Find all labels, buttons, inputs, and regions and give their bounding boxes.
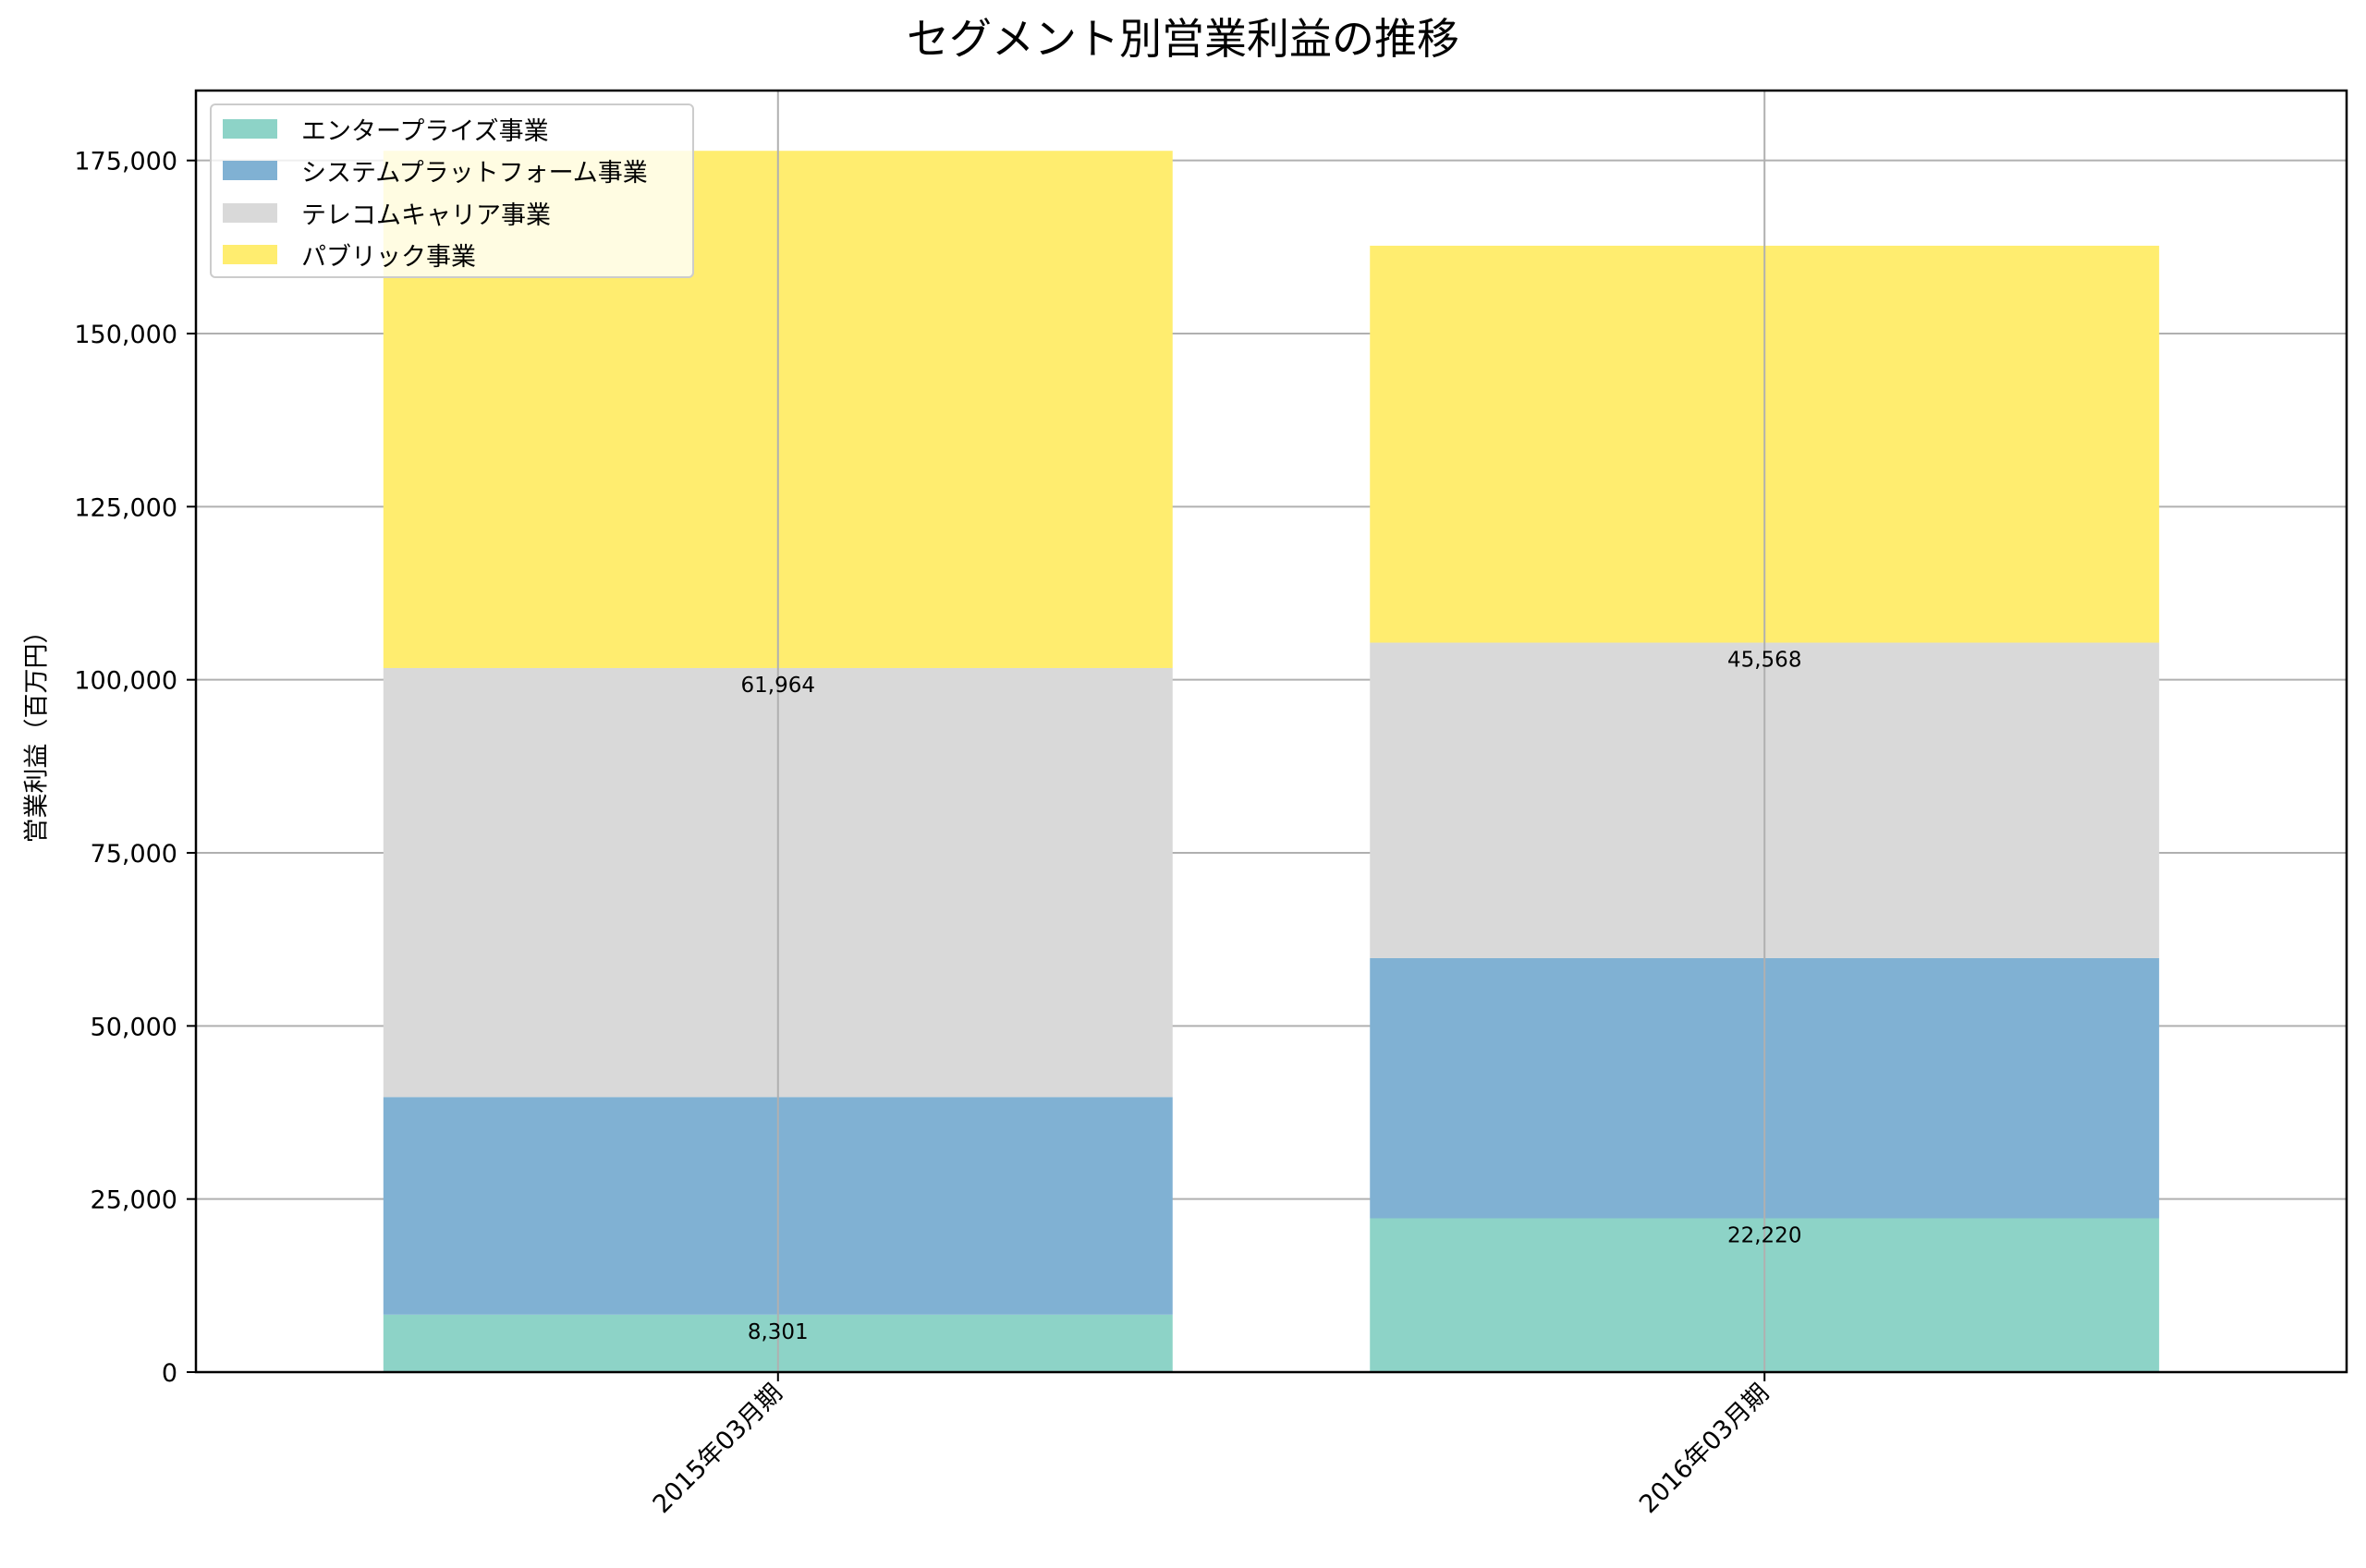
- legend: エンタープライズ事業 システムプラットフォーム事業 テレコムキャリア事業 パブリ…: [210, 103, 694, 278]
- legend-label-system-platform: システムプラットフォーム事業: [301, 158, 648, 188]
- legend-item-telecom-carrier: テレコムキャリア事業: [223, 194, 551, 231]
- y-tick-label: 25,000: [91, 1186, 177, 1215]
- legend-item-enterprise: エンタープライズ事業: [223, 110, 549, 147]
- x-tick-label: 2015年03月期: [648, 1379, 788, 1519]
- y-tick-label: 125,000: [74, 493, 177, 522]
- axes-frame: [194, 89, 2348, 1374]
- y-tick-label: 0: [162, 1359, 177, 1388]
- legend-label-public: パブリック事業: [301, 242, 476, 272]
- legend-swatch-telecom-carrier: [223, 202, 277, 223]
- chart-title: セグメント別営業利益の推移: [907, 14, 1459, 64]
- legend-swatch-public: [223, 244, 277, 264]
- legend-item-public: パブリック事業: [223, 236, 476, 273]
- x-axis-ticks: 2015年03月期 2016年03月期: [648, 1372, 1774, 1519]
- y-tick-label: 175,000: [74, 148, 177, 176]
- y-tick-label: 100,000: [74, 667, 177, 696]
- bar-value-label: 22,220: [1727, 1224, 1801, 1248]
- vertical-gridlines: [776, 91, 1766, 1372]
- bar-value-label: 45,568: [1727, 649, 1801, 673]
- x-tick-label: 2016年03月期: [1634, 1379, 1774, 1519]
- bar-value-labels: 8,301 22,220 61,964 45,568: [741, 649, 1802, 1344]
- legend-label-enterprise: エンタープライズ事業: [301, 116, 549, 146]
- y-tick-label: 75,000: [91, 840, 177, 869]
- legend-swatch-enterprise: [223, 118, 277, 139]
- y-axis-ticks: 0 25,000 50,000 75,000 100,000 125,000 150,000…: [74, 148, 196, 1388]
- y-tick-label: 50,000: [91, 1013, 177, 1041]
- legend-swatch-system-platform: [223, 160, 277, 180]
- bar-value-label: 61,964: [741, 674, 815, 698]
- legend-label-telecom-carrier: テレコムキャリア事業: [301, 201, 551, 230]
- y-tick-label: 150,000: [74, 321, 177, 349]
- bar-value-label: 8,301: [748, 1320, 809, 1344]
- legend-item-system-platform: システムプラットフォーム事業: [223, 152, 648, 188]
